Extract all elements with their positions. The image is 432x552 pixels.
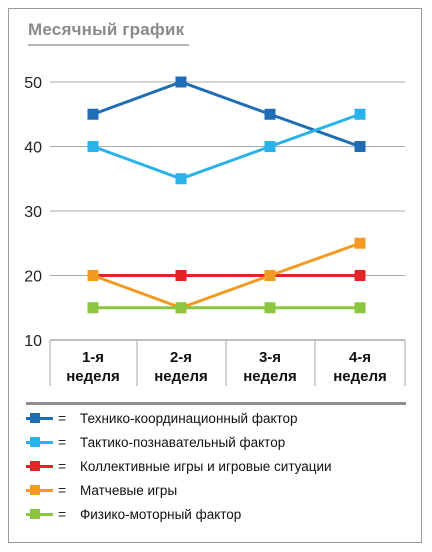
data-point <box>264 302 276 314</box>
legend-marker <box>30 413 40 423</box>
y-tick-label: 10 <box>24 333 42 350</box>
series-line <box>92 112 361 181</box>
legend-label: Тактико-познавательный фактор <box>80 434 286 450</box>
y-tick-label: 20 <box>24 269 42 286</box>
legend-swatch <box>26 504 54 524</box>
data-point <box>87 108 99 120</box>
legend-label: Матчевые игры <box>80 482 178 498</box>
data-point <box>354 237 366 249</box>
legend-marker <box>30 461 40 471</box>
data-point <box>87 270 99 281</box>
legend-marker <box>30 509 40 519</box>
legend-item: = Физико-моторный фактор <box>26 504 241 524</box>
x-tick-label: неделя <box>333 368 387 385</box>
data-point <box>175 302 187 314</box>
series-line <box>92 80 361 148</box>
legend-equals: = <box>58 410 67 426</box>
data-point <box>175 173 187 185</box>
legend-swatch <box>26 456 54 476</box>
data-point <box>87 141 99 152</box>
legend-swatch <box>26 480 54 500</box>
line-chart: 10 20 30 40 50 1-я неделя 2-я неделя 3-я неделя 4-я… <box>24 75 406 386</box>
legend-label: Технико-координационный фактор <box>80 410 298 426</box>
legend-equals: = <box>58 458 67 474</box>
y-tick-label: 40 <box>24 140 42 157</box>
legend-item: = Коллективные игры и игровые ситуации <box>26 456 332 476</box>
data-point <box>264 108 276 120</box>
series-line <box>92 241 361 310</box>
x-tick-label: неделя <box>66 368 120 385</box>
legend-label: Физико-моторный фактор <box>80 506 242 522</box>
legend-marker <box>30 437 40 447</box>
data-point <box>354 302 366 314</box>
legend-item: = Матчевые игры <box>26 480 177 500</box>
legend-swatch <box>26 432 54 452</box>
data-point <box>354 108 366 120</box>
legend-item: = Технико-координационный фактор <box>26 408 298 428</box>
legend-separator <box>26 402 406 405</box>
legend-equals: = <box>58 506 67 522</box>
data-point <box>87 302 99 314</box>
data-point <box>175 76 187 88</box>
legend-equals: = <box>58 434 67 450</box>
data-point <box>354 270 366 281</box>
x-tick-label: 1-я <box>82 349 104 366</box>
x-tick-label: 2-я <box>170 349 192 366</box>
data-point <box>354 141 366 152</box>
legend-label: Коллективные игры и игровые ситуации <box>80 458 332 474</box>
data-point <box>264 141 276 152</box>
legend-swatch <box>26 408 54 428</box>
title-underline <box>28 44 189 46</box>
legend-equals: = <box>58 482 67 498</box>
data-point <box>175 270 187 281</box>
x-tick-label: 4-я <box>349 349 371 366</box>
y-tick-label: 50 <box>24 75 42 92</box>
legend-item: = Тактико-познавательный фактор <box>26 432 285 452</box>
legend-marker <box>30 485 40 495</box>
y-tick-label: 30 <box>24 204 42 221</box>
x-tick-label: неделя <box>154 368 208 385</box>
x-tick-label: 3-я <box>259 349 281 366</box>
chart-title: Месячный график <box>28 20 185 39</box>
data-point <box>264 270 276 281</box>
x-tick-label: неделя <box>243 368 297 385</box>
